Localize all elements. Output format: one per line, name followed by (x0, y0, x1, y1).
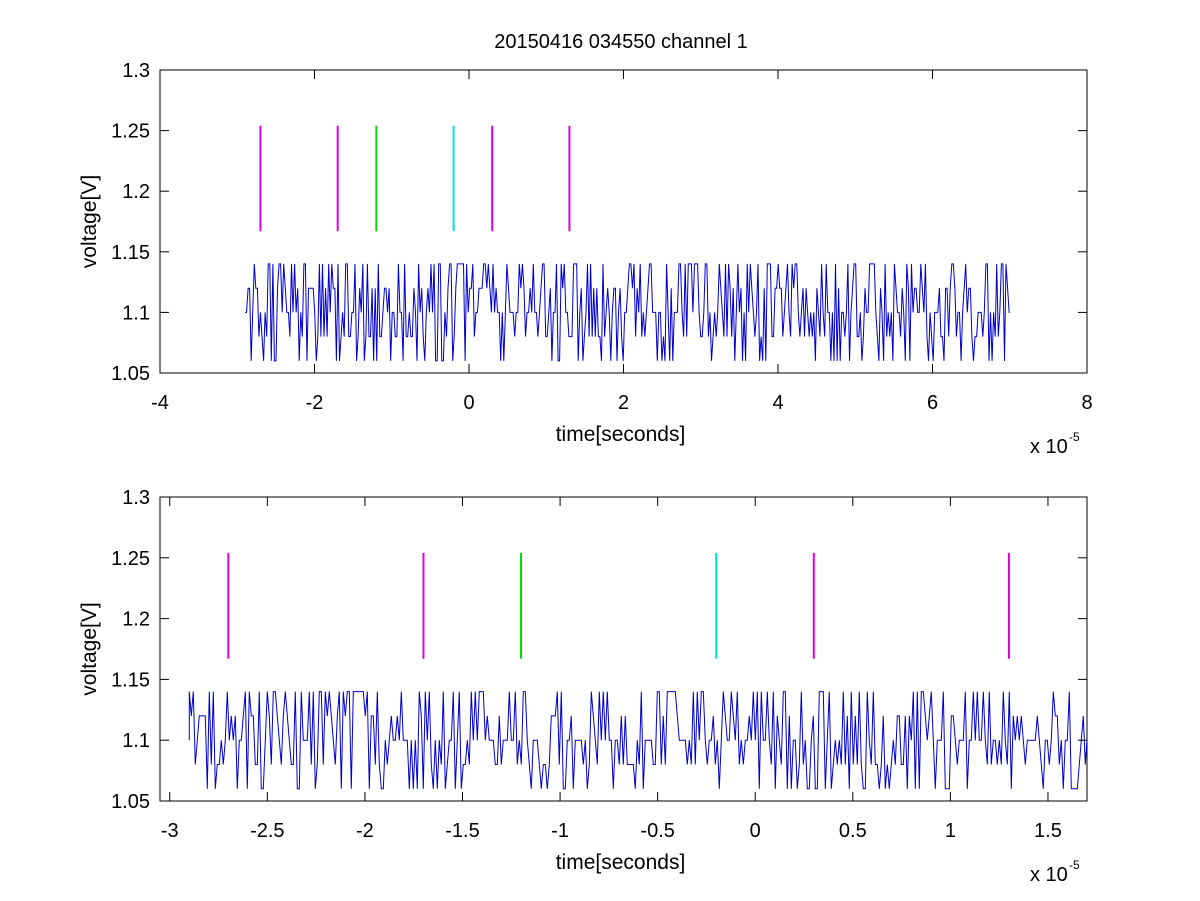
x-tick-label: -1.5 (445, 820, 479, 842)
marker-layer-bottom (227, 552, 1010, 659)
y-tick-label: 1.05 (111, 363, 150, 385)
y-tick-label: 1.2 (122, 609, 150, 631)
x-tick-label: -2 (356, 820, 374, 842)
x-tick-label: 1 (945, 820, 956, 842)
x-tick-label: 0.5 (839, 820, 867, 842)
y-axis-label-top: voltage[V] (78, 175, 101, 268)
y-tick-label: 1.2 (122, 181, 150, 203)
signal-layer-top (245, 263, 1010, 362)
x-tick-label: 4 (772, 392, 783, 414)
signal-trace (188, 691, 1088, 790)
y-tick-label: 1.15 (111, 242, 150, 264)
y-ticks-bottom: 1.05 1.1 1.15 1.2 1.25 1.3 (111, 487, 1087, 813)
y-tick-label: 1.25 (111, 548, 150, 570)
y-tick-label: 1.05 (111, 791, 150, 813)
marker-layer-top (259, 125, 571, 232)
figure-title: 20150416 034550 channel 1 (494, 31, 748, 53)
x-axis-label-top: time[seconds] (556, 423, 686, 446)
y-tick-label: 1.3 (122, 487, 150, 509)
x-tick-label: 0 (463, 392, 474, 414)
signal-trace (245, 263, 1010, 362)
y-tick-label: 1.15 (111, 669, 150, 691)
x-tick-label: -0.5 (640, 820, 674, 842)
x-tick-label: 8 (1081, 392, 1092, 414)
x-tick-label: 2 (618, 392, 629, 414)
x-tick-label: -2 (306, 392, 324, 414)
x-ticks-bottom: -3 -2.5 -2 -1.5 -1 -0.5 0 0.5 1 1.5 (161, 497, 1062, 842)
x-tick-label: -2.5 (250, 820, 284, 842)
signal-layer-bottom (188, 691, 1088, 790)
x-multiplier-exponent-top: -5 (1069, 430, 1080, 444)
plot-top: -4 -2 0 2 4 6 8 1.05 1.1 1.15 1.2 1.25 1.3 time[sec… (78, 60, 1093, 458)
x-axis-label-bottom: time[seconds] (556, 851, 686, 874)
x-multiplier-exponent-bottom: -5 (1069, 858, 1080, 872)
y-tick-label: 1.3 (122, 60, 150, 82)
y-tick-label: 1.1 (122, 730, 150, 752)
x-multiplier-bottom: x 10 (1030, 864, 1068, 886)
x-tick-label: 0 (750, 820, 761, 842)
y-tick-label: 1.1 (122, 302, 150, 324)
x-tick-label: 6 (927, 392, 938, 414)
x-tick-label: 1.5 (1034, 820, 1062, 842)
y-ticks-top: 1.05 1.1 1.15 1.2 1.25 1.3 (111, 60, 1087, 385)
plot-bottom: -3 -2.5 -2 -1.5 -1 -0.5 0 0.5 1 1.5 1.051.11.151.… (78, 487, 1088, 886)
x-tick-label: -3 (161, 820, 179, 842)
x-multiplier-top: x 10 (1030, 436, 1068, 458)
y-tick-label: 1.25 (111, 121, 150, 143)
x-tick-label: -4 (151, 392, 169, 414)
axes-box-bottom (159, 496, 1088, 802)
x-tick-label: -1 (551, 820, 569, 842)
x-ticks-top: -4 -2 0 2 4 6 8 (151, 70, 1093, 414)
y-axis-label-bottom: voltage[V] (78, 602, 101, 695)
